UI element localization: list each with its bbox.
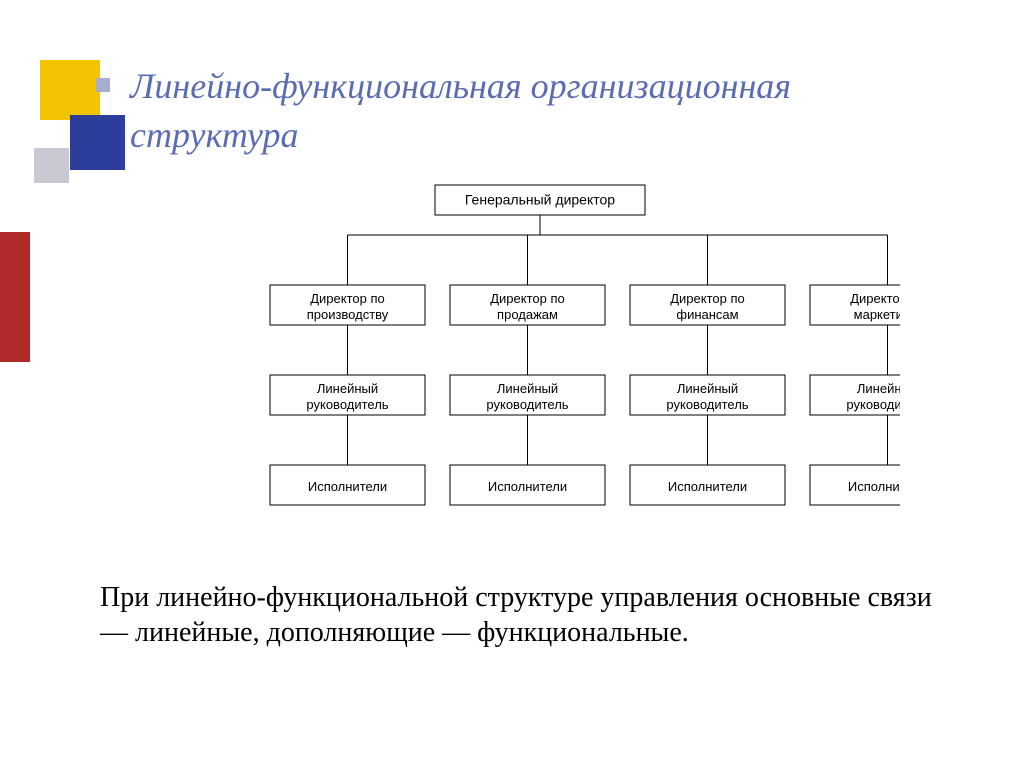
svg-text:Линейный: Линейный	[677, 381, 738, 396]
svg-text:Директор по: Директор по	[850, 291, 900, 306]
svg-text:маркетингу: маркетингу	[854, 307, 900, 322]
svg-text:руководитель: руководитель	[846, 397, 900, 412]
svg-text:Генеральный директор: Генеральный директор	[465, 192, 615, 208]
svg-text:Линейный: Линейный	[497, 381, 558, 396]
page-title: Линейно-функциональная организационная с…	[130, 62, 890, 159]
svg-text:руководитель: руководитель	[666, 397, 748, 412]
svg-text:продажам: продажам	[497, 307, 558, 322]
svg-text:финансам: финансам	[676, 307, 738, 322]
svg-text:Линейный: Линейный	[857, 381, 900, 396]
svg-text:Директор по: Директор по	[310, 291, 385, 306]
title-bullet-icon	[96, 78, 110, 92]
svg-text:Директор по: Директор по	[490, 291, 565, 306]
svg-text:руководитель: руководитель	[306, 397, 388, 412]
svg-text:Линейный: Линейный	[317, 381, 378, 396]
org-chart: Генеральный директор Директор попроизвод…	[180, 180, 900, 540]
deco-gray-block	[34, 148, 69, 183]
svg-text:Исполнители: Исполнители	[668, 479, 747, 494]
footer-description: При линейно-функциональной структуре упр…	[100, 580, 940, 650]
slide: Линейно-функциональная организационная с…	[0, 0, 1024, 767]
svg-text:Исполнители: Исполнители	[848, 479, 900, 494]
svg-text:производству: производству	[307, 307, 389, 322]
deco-blue-block	[70, 115, 125, 170]
svg-text:Исполнители: Исполнители	[488, 479, 567, 494]
deco-yellow-block	[40, 60, 100, 120]
svg-text:Исполнители: Исполнители	[308, 479, 387, 494]
deco-red-strip	[0, 232, 30, 362]
svg-text:Директор по: Директор по	[670, 291, 745, 306]
svg-text:руководитель: руководитель	[486, 397, 568, 412]
